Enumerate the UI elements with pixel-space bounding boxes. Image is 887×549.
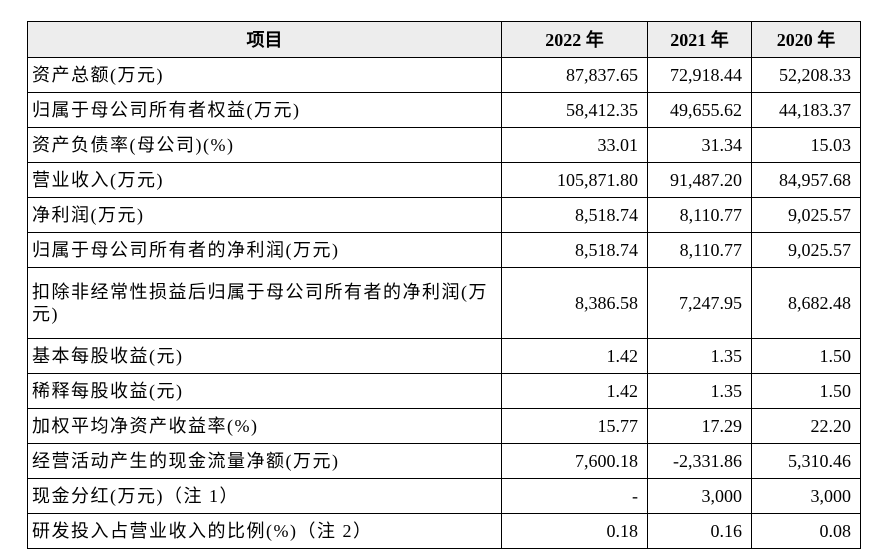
cell-2021: 17.29 (647, 408, 752, 444)
row-label: 稀释每股收益(元) (27, 373, 502, 409)
row-label: 归属于母公司所有者权益(万元) (27, 92, 502, 128)
cell-2021: 0.16 (647, 513, 752, 549)
table-row: 加权平均净资产收益率(%) 15.77 17.29 22.20 (27, 408, 861, 444)
cell-2021: -2,331.86 (647, 443, 752, 479)
cell-2022: 33.01 (501, 127, 648, 163)
cell-2020: 52,208.33 (751, 57, 861, 93)
cell-2022: 15.77 (501, 408, 648, 444)
cell-2021: 8,110.77 (647, 232, 752, 268)
header-row: 项目 2022 年 2021 年 2020 年 (27, 21, 861, 58)
cell-2021: 91,487.20 (647, 162, 752, 198)
cell-2020: 15.03 (751, 127, 861, 163)
cell-2020: 84,957.68 (751, 162, 861, 198)
cell-2022: 1.42 (501, 338, 648, 374)
table-header: 项目 2022 年 2021 年 2020 年 (27, 21, 861, 58)
header-year-2021: 2021 年 (647, 21, 752, 58)
cell-2021: 7,247.95 (647, 267, 752, 339)
row-label: 营业收入(万元) (27, 162, 502, 198)
cell-2022: 0.18 (501, 513, 648, 549)
row-label: 基本每股收益(元) (27, 338, 502, 374)
financial-indicators-table: 项目 2022 年 2021 年 2020 年 资产总额(万元) 87,837.… (27, 21, 861, 549)
row-label: 资产总额(万元) (27, 57, 502, 93)
table-row: 稀释每股收益(元) 1.42 1.35 1.50 (27, 373, 861, 409)
cell-2021: 49,655.62 (647, 92, 752, 128)
cell-2022: 87,837.65 (501, 57, 648, 93)
table-row: 扣除非经常性损益后归属于母公司所有者的净利润(万元) 8,386.58 7,24… (27, 267, 861, 339)
table-row: 营业收入(万元) 105,871.80 91,487.20 84,957.68 (27, 162, 861, 198)
cell-2020: 5,310.46 (751, 443, 861, 479)
cell-2020: 0.08 (751, 513, 861, 549)
cell-2021: 1.35 (647, 338, 752, 374)
cell-2022: 105,871.80 (501, 162, 648, 198)
row-label: 净利润(万元) (27, 197, 502, 233)
row-label: 现金分红(万元)（注 1） (27, 478, 502, 514)
table-row: 资产总额(万元) 87,837.65 72,918.44 52,208.33 (27, 57, 861, 93)
cell-2020: 3,000 (751, 478, 861, 514)
cell-2021: 1.35 (647, 373, 752, 409)
cell-2022: 8,518.74 (501, 232, 648, 268)
row-label: 经营活动产生的现金流量净额(万元) (27, 443, 502, 479)
header-item: 项目 (27, 21, 502, 58)
table-row: 研发投入占营业收入的比例(%)（注 2） 0.18 0.16 0.08 (27, 513, 861, 549)
table-row: 经营活动产生的现金流量净额(万元) 7,600.18 -2,331.86 5,3… (27, 443, 861, 479)
row-label: 扣除非经常性损益后归属于母公司所有者的净利润(万元) (27, 267, 502, 339)
table-row: 净利润(万元) 8,518.74 8,110.77 9,025.57 (27, 197, 861, 233)
table-row: 归属于母公司所有者的净利润(万元) 8,518.74 8,110.77 9,02… (27, 232, 861, 268)
cell-2020: 44,183.37 (751, 92, 861, 128)
cell-2022: 8,386.58 (501, 267, 648, 339)
header-year-2022: 2022 年 (501, 21, 648, 58)
row-label: 加权平均净资产收益率(%) (27, 408, 502, 444)
cell-2020: 9,025.57 (751, 197, 861, 233)
cell-2021: 8,110.77 (647, 197, 752, 233)
cell-2022: 1.42 (501, 373, 648, 409)
row-label: 归属于母公司所有者的净利润(万元) (27, 232, 502, 268)
table-row: 资产负债率(母公司)(%) 33.01 31.34 15.03 (27, 127, 861, 163)
cell-2022: 7,600.18 (501, 443, 648, 479)
cell-2022: - (501, 478, 648, 514)
cell-2020: 9,025.57 (751, 232, 861, 268)
table-row: 基本每股收益(元) 1.42 1.35 1.50 (27, 338, 861, 374)
row-label: 研发投入占营业收入的比例(%)（注 2） (27, 513, 502, 549)
header-year-2020: 2020 年 (751, 21, 861, 58)
cell-2022: 8,518.74 (501, 197, 648, 233)
cell-2022: 58,412.35 (501, 92, 648, 128)
row-label: 资产负债率(母公司)(%) (27, 127, 502, 163)
cell-2020: 8,682.48 (751, 267, 861, 339)
cell-2020: 1.50 (751, 338, 861, 374)
table-body: 资产总额(万元) 87,837.65 72,918.44 52,208.33 归… (27, 57, 861, 549)
table-row: 现金分红(万元)（注 1） - 3,000 3,000 (27, 478, 861, 514)
cell-2021: 72,918.44 (647, 57, 752, 93)
table-row: 归属于母公司所有者权益(万元) 58,412.35 49,655.62 44,1… (27, 92, 861, 128)
cell-2020: 1.50 (751, 373, 861, 409)
cell-2021: 3,000 (647, 478, 752, 514)
cell-2021: 31.34 (647, 127, 752, 163)
cell-2020: 22.20 (751, 408, 861, 444)
